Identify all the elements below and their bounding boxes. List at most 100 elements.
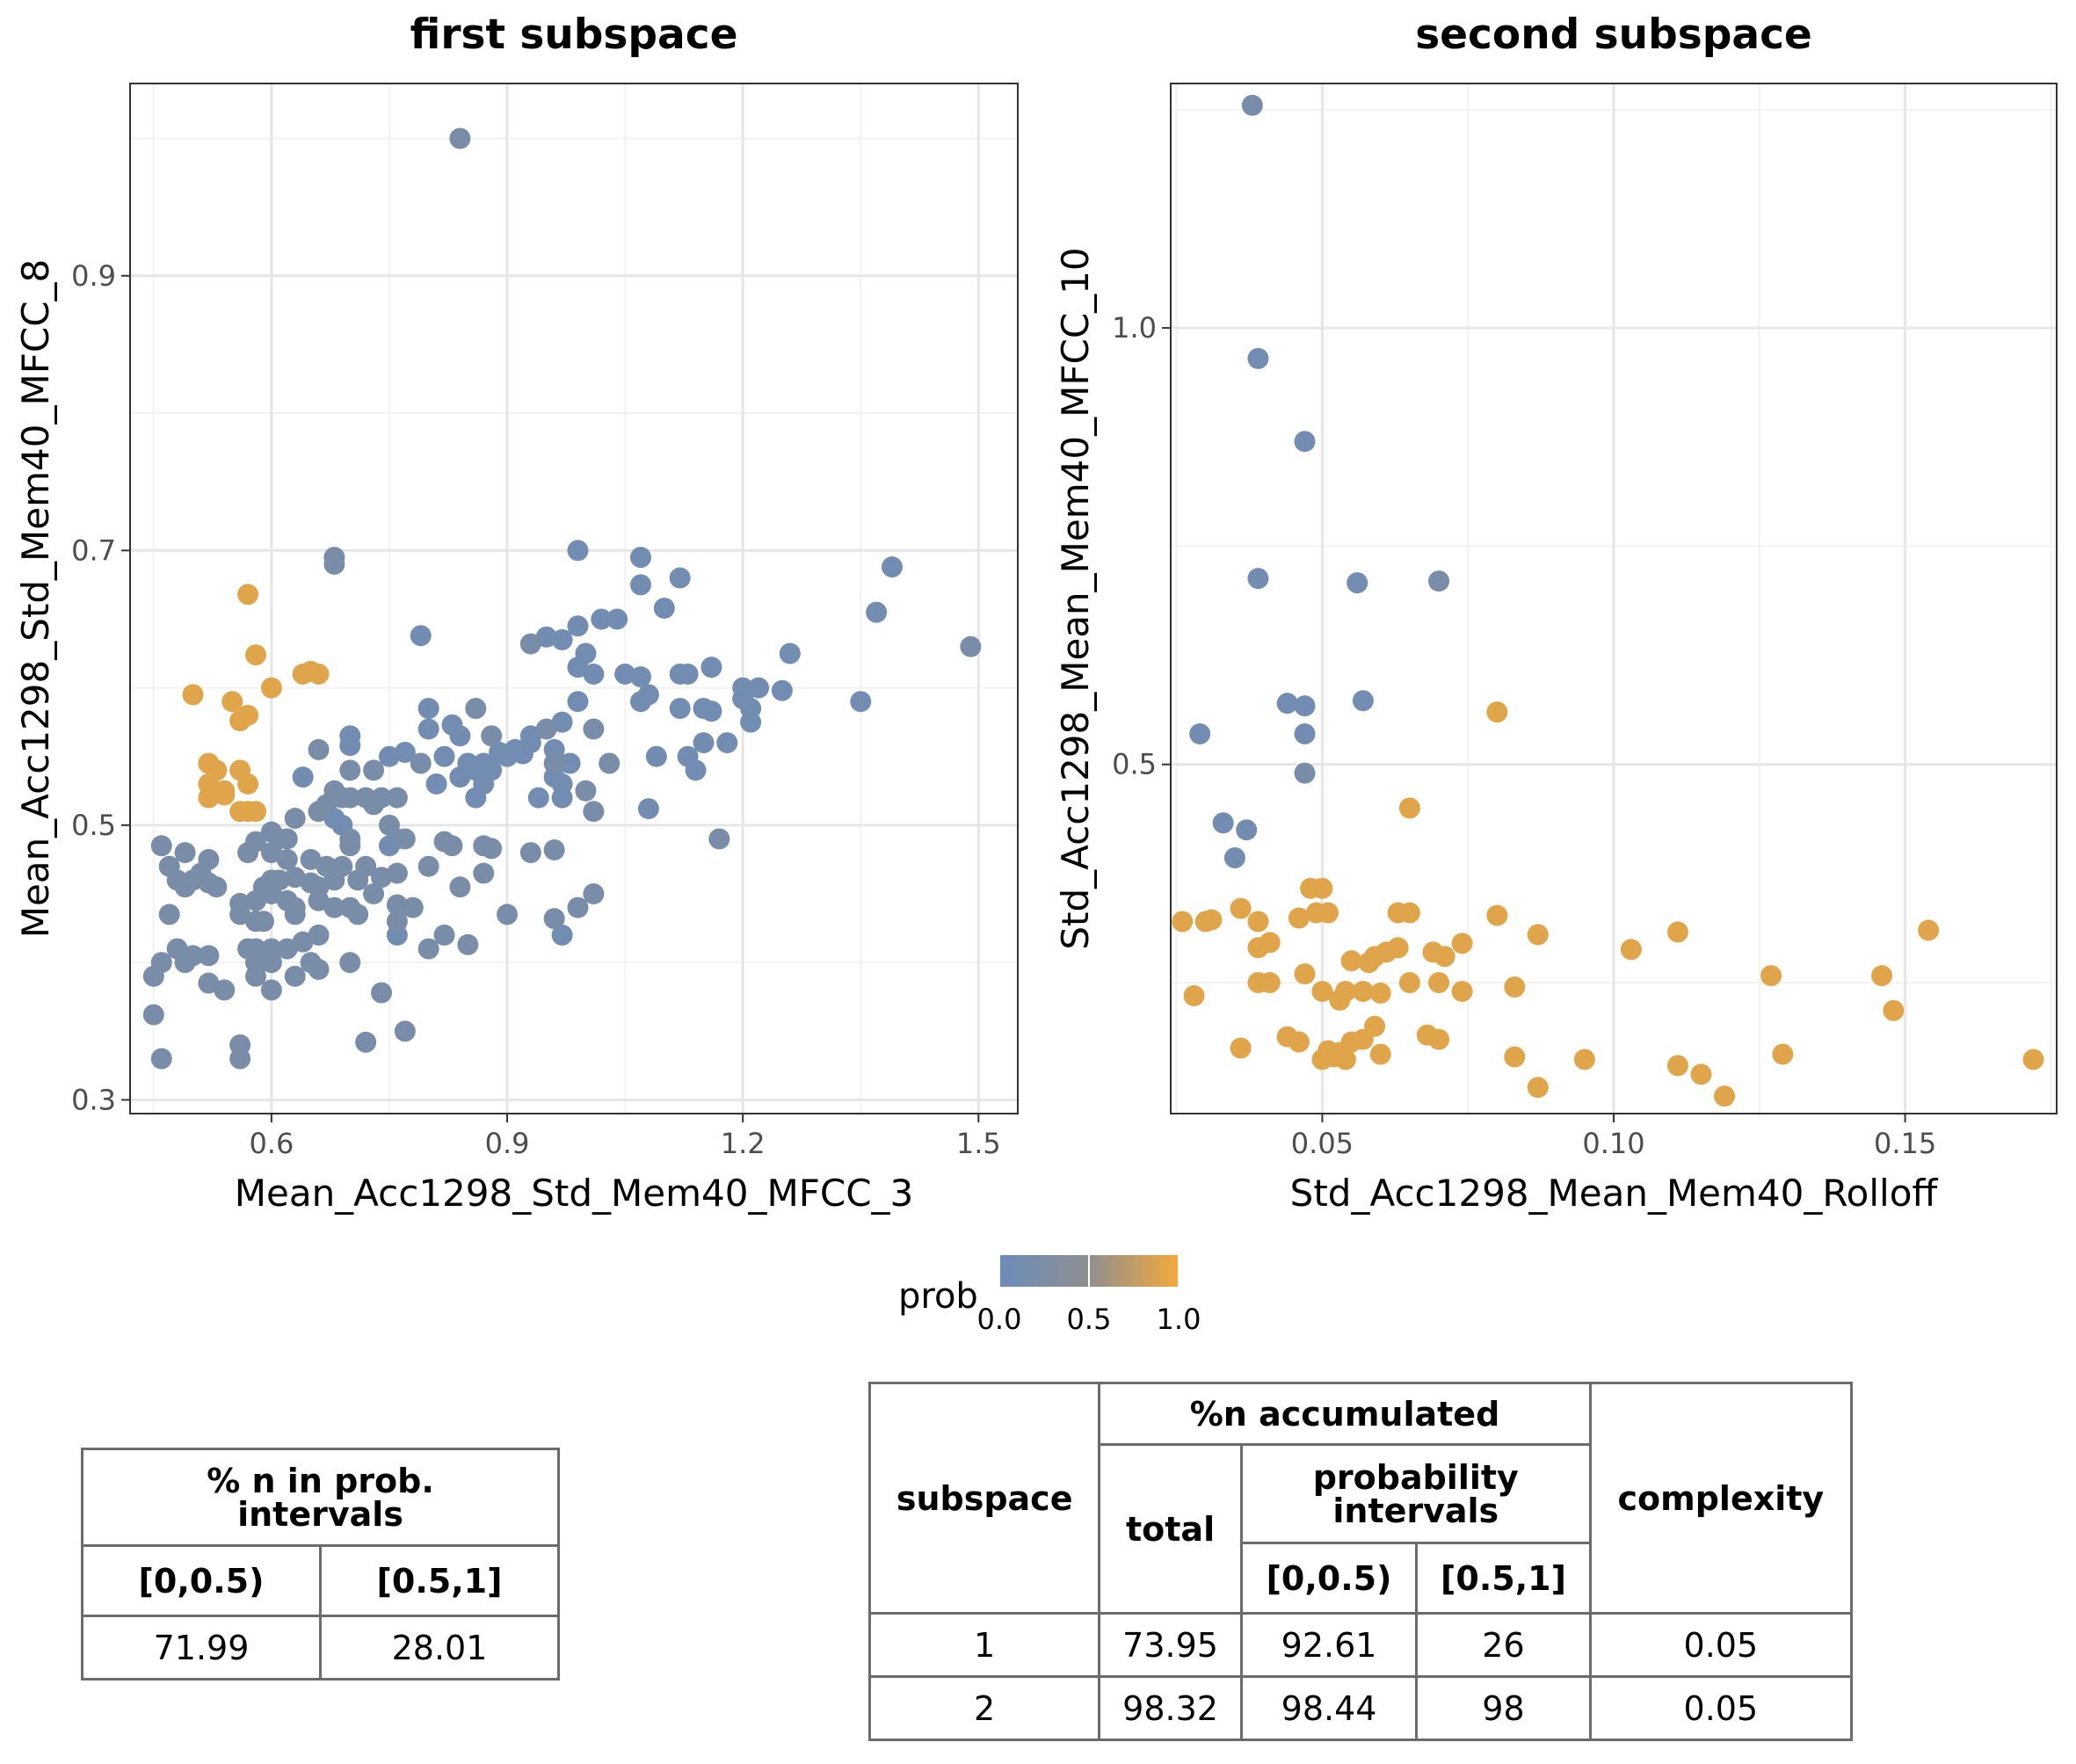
p1-data-point	[512, 743, 534, 765]
p2-data-point	[1690, 1063, 1712, 1085]
left-table-header: % n in prob. intervals	[81, 1448, 560, 1547]
p2-data-point	[1183, 984, 1205, 1006]
p1-data-point	[519, 633, 541, 655]
p2-data-point	[1918, 919, 1940, 941]
p2-data-point	[1346, 572, 1368, 594]
panel-second-subspace: second subspace 0.05 0.10 0.15 0.5 1.0 Std_A…	[1054, 11, 2058, 1215]
p1-data-point	[497, 745, 519, 767]
p1-data-point	[473, 773, 495, 795]
p2-data-point	[1288, 1031, 1310, 1053]
right-table-intervals-header: probability intervals	[1239, 1443, 1592, 1544]
p1-data-point	[260, 677, 282, 699]
p1-data-point	[245, 965, 267, 987]
p1-data-point	[284, 808, 306, 830]
p1-data-point	[543, 752, 565, 774]
p1-data-point	[527, 787, 549, 809]
p1-data-point	[300, 848, 322, 870]
p1-data-point	[583, 663, 605, 685]
left-table-col1: [0,0.5)	[81, 1544, 322, 1617]
p1-data-point	[881, 556, 903, 578]
p1-data-point	[260, 821, 282, 843]
p1-data-point	[237, 584, 259, 606]
p1-data-point	[410, 625, 432, 647]
p1-data-point	[363, 759, 385, 781]
p1-data-point	[229, 1048, 251, 1070]
prob-intervals-table: % n in prob. intervals [0,0.5) [0.5,1] 7…	[81, 1448, 560, 1681]
table-row: 2 98.32 98.44 98 0.05	[867, 1675, 1854, 1741]
p1-data-point	[449, 725, 471, 747]
panel1-title: first subspace	[410, 11, 738, 59]
figure: first subspace 0.6 0.9 1.2 1.50.30.50.70.9 …	[14, 11, 2058, 1336]
row1-total: 73.95	[1098, 1612, 1243, 1678]
p2-data-point	[1294, 722, 1316, 744]
p1-data-point	[551, 711, 573, 733]
p2-data-point	[1334, 1049, 1356, 1071]
p2-ytick-label: 1.0	[1112, 311, 1157, 345]
p1-data-point	[748, 677, 770, 699]
p1-data-point	[198, 787, 220, 809]
p1-data-point	[481, 725, 503, 747]
p1-data-point	[519, 842, 541, 864]
p1-data-point	[394, 828, 416, 850]
p2-data-point	[1369, 1043, 1391, 1065]
panel1-points	[142, 127, 982, 1070]
p2-data-point	[1259, 972, 1281, 994]
left-table-val2: 28.01	[319, 1615, 560, 1681]
p2-data-point	[1434, 946, 1455, 968]
p1-data-point	[583, 801, 605, 823]
p1-xtick-label: 0.6	[249, 1127, 294, 1160]
right-table-intervals-line1: probability	[1312, 1457, 1519, 1497]
p1-data-point	[417, 855, 439, 877]
p1-data-point	[457, 933, 479, 955]
p1-data-point	[339, 835, 361, 857]
p1-data-point	[260, 882, 282, 904]
p1-data-point	[150, 835, 172, 857]
p1-data-point	[237, 842, 259, 864]
prob-legend: prob 0.0 0.5 1.0	[898, 1255, 1201, 1336]
p1-data-point	[339, 759, 361, 781]
p1-data-point	[386, 862, 408, 884]
panel2-xlabel: Std_Acc1298_Mean_Mem40_Rolloff	[1290, 1172, 1939, 1215]
row2-subspace: 2	[867, 1675, 1101, 1741]
p2-data-point	[1259, 932, 1281, 954]
p1-data-point	[575, 780, 597, 802]
row2-complexity: 0.05	[1588, 1675, 1854, 1741]
p1-data-point	[629, 574, 651, 596]
p2-data-point	[1317, 902, 1339, 924]
p1-data-point	[363, 882, 385, 904]
p1-ytick-label: 0.9	[71, 259, 116, 293]
p1-data-point	[567, 540, 589, 562]
p1-data-point	[716, 732, 738, 754]
table-row: 1 73.95 92.61 26 0.05	[867, 1612, 1854, 1678]
p1-data-point	[198, 972, 220, 994]
p1-data-point	[567, 691, 589, 713]
p1-data-point	[206, 876, 228, 898]
p2-data-point	[1620, 939, 1642, 961]
p1-data-point	[237, 773, 259, 795]
p1-data-point	[567, 897, 589, 918]
p1-data-point	[363, 794, 385, 816]
p1-data-point	[245, 889, 267, 911]
p2-data-point	[1247, 347, 1269, 369]
p1-data-point	[653, 597, 675, 619]
p1-data-point	[779, 642, 801, 664]
p2-data-point	[1311, 877, 1333, 899]
p2-data-point	[1387, 937, 1409, 959]
p1-data-point	[284, 904, 306, 926]
p2-data-point	[1883, 999, 1905, 1021]
p1-data-point	[386, 787, 408, 809]
p1-data-point	[449, 766, 471, 788]
p1-data-point	[535, 626, 557, 648]
panel1-ylabel: Mean_Acc1298_Std_Mem40_MFCC_8	[14, 259, 57, 939]
p2-data-point	[1573, 1049, 1595, 1071]
p2-data-point	[1212, 812, 1234, 834]
p1-data-point	[441, 835, 463, 857]
row2-total: 98.32	[1098, 1675, 1243, 1741]
p1-data-point	[669, 698, 691, 720]
row2-int2: 98	[1415, 1675, 1592, 1741]
legend-tick-label-05: 0.5	[1067, 1303, 1112, 1336]
p1-data-point	[214, 784, 236, 806]
p1-data-point	[150, 1048, 172, 1070]
p1-data-point	[245, 801, 267, 823]
p1-data-point	[394, 1020, 416, 1042]
